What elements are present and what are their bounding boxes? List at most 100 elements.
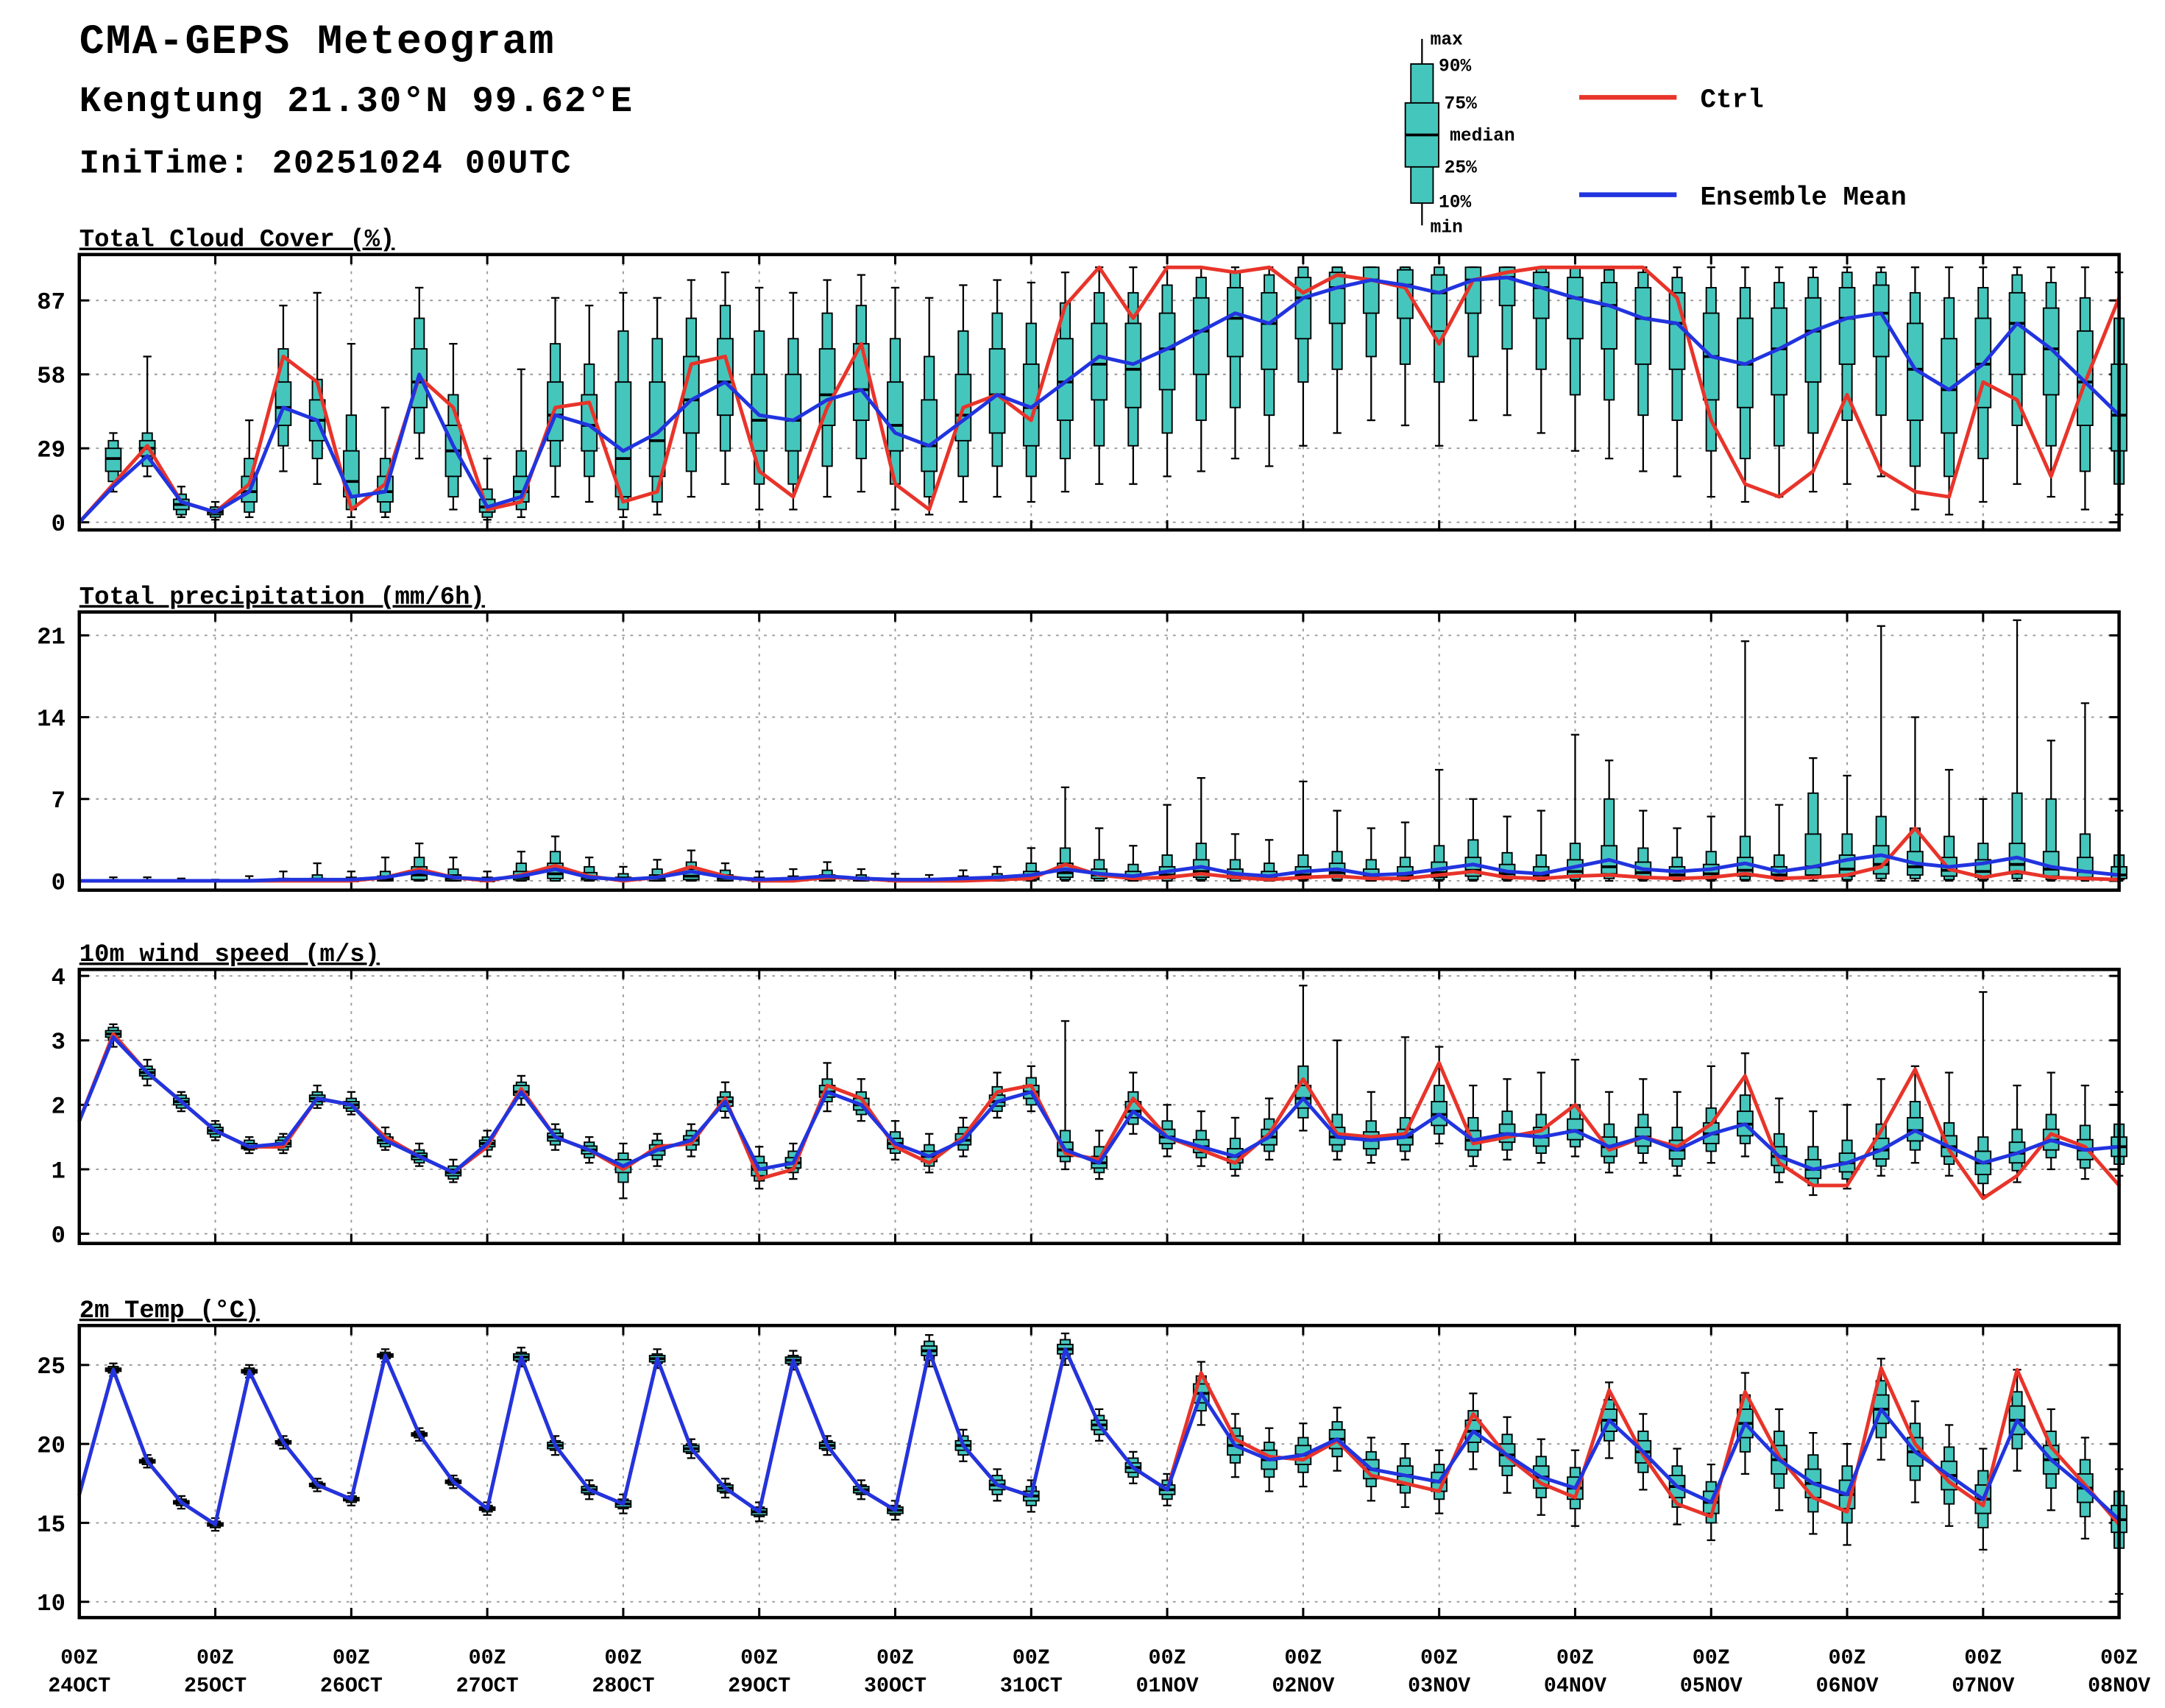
ensemble-box <box>1532 1071 1550 1164</box>
ensemble-box <box>852 274 870 493</box>
legend-label-median: median <box>1450 127 1514 146</box>
x-tick-label: 00Z <box>604 1646 642 1670</box>
x-date-label: 31OCT <box>1000 1673 1063 1698</box>
ensemble-box <box>2008 619 2026 882</box>
ensemble-mean-line <box>77 1347 2122 1526</box>
ensemble-box <box>954 284 972 503</box>
ensemble-box <box>1158 266 1176 478</box>
panel-border <box>77 252 2121 532</box>
ensemble-box <box>988 279 1006 498</box>
ensemble-box <box>751 286 768 511</box>
y-tick-label: 10 <box>37 1590 65 1617</box>
ensemble-box <box>1431 768 1448 882</box>
ensemble-box <box>1498 266 1516 417</box>
ensemble-box <box>2042 1071 2060 1171</box>
ensemble-box <box>1702 266 1720 498</box>
ensemble-box <box>1601 266 1617 460</box>
y-tick-label: 87 <box>37 289 65 316</box>
ensemble-box <box>1872 266 1890 478</box>
x-tick-label: 00Z <box>1964 1646 2002 1670</box>
ensemble-box <box>1192 266 1210 472</box>
y-tick-label: 7 <box>52 787 65 815</box>
ensemble-box <box>1771 1097 1787 1183</box>
ensemble-box <box>1872 625 1890 882</box>
ensemble-box <box>547 297 564 498</box>
ensemble-box <box>1362 266 1380 422</box>
ensemble-box <box>648 297 666 516</box>
ensemble-box <box>1397 1036 1414 1160</box>
legend-label-min: min <box>1431 219 1463 238</box>
ensemble-box <box>274 305 292 472</box>
ensemble-box <box>1227 266 1244 460</box>
ensemble-box <box>1974 798 1992 882</box>
ensemble-box <box>2042 266 2060 498</box>
ensemble-box <box>2077 702 2094 882</box>
chart-title: CMA-GEPS Meteogram <box>79 19 556 66</box>
ensemble-mean-line <box>77 853 2122 883</box>
ensemble-box <box>2077 1084 2094 1180</box>
ensemble-box <box>1601 1091 1617 1174</box>
x-tick-label: 00Z <box>1284 1646 1322 1670</box>
box-whisker-legend: max 90% 75% median 25% 10% min <box>1404 30 1515 238</box>
init-time-label: IniTime: 20251024 00UTC <box>79 144 573 183</box>
x-tick-label: 00Z <box>196 1646 234 1670</box>
ensemble-box <box>1771 266 1787 498</box>
ensemble-box <box>1737 1052 1754 1158</box>
legend-label-max: max <box>1431 30 1463 50</box>
x-tick-label: 00Z <box>1829 1646 1866 1670</box>
ensemble-box <box>1532 809 1550 882</box>
x-date-label: 26OCT <box>320 1673 383 1698</box>
y-tick-label: 3 <box>52 1029 65 1056</box>
y-tick-label: 21 <box>37 624 65 651</box>
x-date-label: 02NOV <box>1272 1673 1334 1698</box>
x-tick-label: 00Z <box>2100 1646 2138 1670</box>
ensemble-box <box>1804 757 1822 882</box>
ensemble-box <box>2042 740 2060 882</box>
legend-label-90: 90% <box>1439 57 1471 77</box>
x-date-label: 29OCT <box>728 1673 790 1698</box>
ensemble-box <box>1158 1473 1176 1506</box>
ensemble-box <box>614 291 632 518</box>
y-tick-label: 4 <box>52 964 65 991</box>
x-tick-label: 00Z <box>60 1646 98 1670</box>
x-date-label: 05NOV <box>1680 1673 1743 1698</box>
panel-temp: 10 15 20 25 <box>37 1323 2127 1620</box>
ensemble-box <box>1907 266 1924 511</box>
ensemble-box <box>411 842 428 882</box>
x-tick-label: 00Z <box>1693 1646 1730 1670</box>
ensemble-box <box>784 291 802 511</box>
panel-wind: 0 1 2 3 4 <box>52 964 2127 1250</box>
ensemble-box <box>1464 1084 1482 1167</box>
panel-border <box>77 968 2121 1245</box>
ensemble-box <box>1464 266 1482 422</box>
ensemble-box <box>1737 266 1754 503</box>
ensemble-box <box>1634 266 1652 472</box>
x-date-label: 07NOV <box>1952 1673 2014 1698</box>
x-date-label: 25OCT <box>184 1673 247 1698</box>
x-date-label: 04NOV <box>1544 1673 1606 1698</box>
x-date-label: 06NOV <box>1815 1673 1878 1698</box>
ensemble-box <box>1532 266 1550 434</box>
panel-cloud: 0 29 58 87 <box>37 252 2127 538</box>
x-tick-label: 00Z <box>740 1646 778 1670</box>
y-tick-label: 2 <box>52 1094 65 1121</box>
x-tick-label: 00Z <box>1556 1646 1594 1670</box>
ensemble-box <box>1464 798 1482 882</box>
ensemble-box <box>1124 266 1142 485</box>
y-tick-label: 0 <box>52 869 65 896</box>
y-tick-label: 0 <box>52 1222 65 1250</box>
panel-border <box>77 1323 2121 1620</box>
ensemble-box <box>1328 266 1346 434</box>
x-tick-label: 00Z <box>1420 1646 1458 1670</box>
ensemble-box <box>1907 1065 1924 1164</box>
panel-title-temp: 2m Temp (°C) <box>79 1297 260 1325</box>
panel-title-wind: 10m wind speed (m/s) <box>79 941 380 969</box>
station-label: Kengtung 21.30°N 99.62°E <box>79 81 634 122</box>
ensemble-box <box>1091 266 1108 485</box>
ensemble-box <box>1838 266 1856 485</box>
ensemble-box <box>1294 985 1312 1132</box>
legend-label-75: 75% <box>1445 94 1477 114</box>
ctrl-legend-label: Ctrl <box>1700 85 1763 116</box>
panel-border <box>77 610 2121 892</box>
